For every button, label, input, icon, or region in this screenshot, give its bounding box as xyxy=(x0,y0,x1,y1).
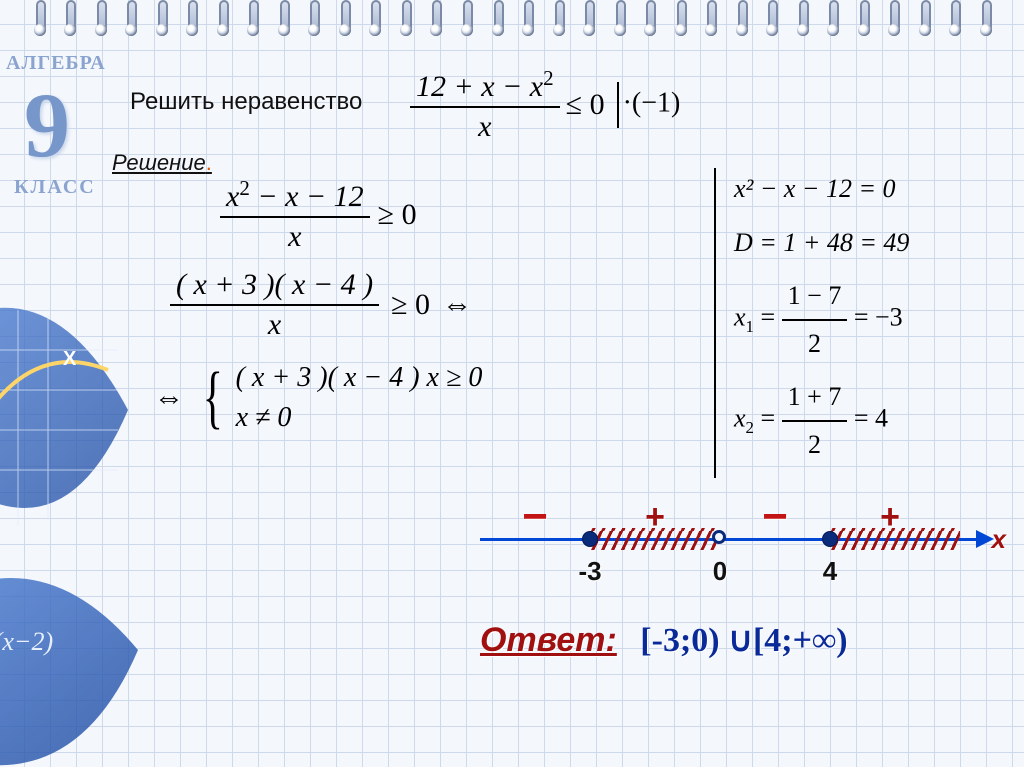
binding-ring xyxy=(491,0,503,38)
task-label: Решить неравенство xyxy=(130,88,362,116)
binding-ring xyxy=(63,0,75,38)
step1-denom: x xyxy=(220,216,370,254)
binding-ring xyxy=(155,0,167,38)
task-numer-sup: 2 xyxy=(543,66,554,90)
binding-ring xyxy=(948,0,960,38)
number-line-tick-label: -3 xyxy=(578,556,601,587)
binding-ring xyxy=(704,0,716,38)
iff-1: ⇔ xyxy=(442,288,472,322)
step1-rest: − x − 12 xyxy=(250,180,364,213)
page: АЛГЕБРА 9 КЛАСС X -2 2) −(x−2) −4x x² Ре… xyxy=(0,0,1024,767)
task-transform: ·(−1) xyxy=(617,82,681,128)
number-line-sign: + xyxy=(645,498,665,537)
task-numer: 12 + x − x xyxy=(416,70,543,103)
answer-label: Ответ: xyxy=(480,621,617,659)
binding-ring xyxy=(399,0,411,38)
solution-label-text: Решение xyxy=(112,150,206,175)
number-line-point xyxy=(582,531,598,547)
deriv-eq: x² − x − 12 = 0 xyxy=(734,168,964,210)
task-denom: x xyxy=(410,106,560,144)
number-line-sign: + xyxy=(880,498,900,537)
task-expression: 12 + x − x2 x ≤ 0 ·(−1) xyxy=(410,66,680,144)
answer: Ответ: [-3;0) ∪[4;+∞) xyxy=(480,620,848,660)
binding-ring xyxy=(582,0,594,38)
binding-ring xyxy=(613,0,625,38)
binding-ring xyxy=(765,0,777,38)
step1-x-sup: 2 xyxy=(239,176,250,200)
number-line-point xyxy=(822,531,838,547)
number-line: x -304−+−+ xyxy=(480,500,1000,590)
number-line-point xyxy=(712,530,726,544)
binding-ring xyxy=(674,0,686,38)
solution-step3: ⇔ { ( x + 3 )( x − 4 ) x ≥ 0 x ≠ 0 xyxy=(154,362,482,434)
binding-ring xyxy=(216,0,228,38)
sys-line1: ( x + 3 )( x − 4 ) x ≥ 0 xyxy=(236,362,483,394)
binding-ring xyxy=(185,0,197,38)
number-line-sign: − xyxy=(522,492,548,542)
task-relation: ≤ 0 xyxy=(566,88,605,122)
binding-ring xyxy=(94,0,106,38)
binding-ring xyxy=(643,0,655,38)
binding-ring xyxy=(246,0,258,38)
svg-text:X: X xyxy=(63,348,77,370)
derivation-block: x² − x − 12 = 0 D = 1 + 48 = 49 x1 = 1 −… xyxy=(714,168,964,478)
number-line-tick-label: 4 xyxy=(823,556,837,587)
sidebar-class-label: КЛАСС xyxy=(14,176,96,199)
binding-ring xyxy=(33,0,45,38)
step2-numer: ( x + 3 )( x − 4 ) xyxy=(170,268,379,304)
binding-ring xyxy=(887,0,899,38)
binding-ring xyxy=(857,0,869,38)
binding-ring xyxy=(277,0,289,38)
binding-ring xyxy=(918,0,930,38)
binding-ring xyxy=(826,0,838,38)
binding-ring xyxy=(368,0,380,38)
number-line-sign: − xyxy=(762,492,788,542)
sys-line2: x ≠ 0 xyxy=(236,402,483,434)
solution-step2: ( x + 3 )( x − 4 ) x ≥ 0 ⇔ xyxy=(170,268,472,342)
answer-value: [-3;0) ∪[4;+∞) xyxy=(640,622,847,659)
binding-ring xyxy=(796,0,808,38)
solution-label: Решение. xyxy=(112,150,212,176)
step2-rel: ≥ 0 xyxy=(391,288,430,322)
binding-ring xyxy=(307,0,319,38)
binding-ring xyxy=(338,0,350,38)
binding-ring xyxy=(460,0,472,38)
solution-step1: x2 − x − 12 x ≥ 0 xyxy=(220,176,417,254)
spiral-binding xyxy=(0,0,1024,42)
deriv-x2: x2 = 1 + 7 2 = 4 xyxy=(734,376,964,465)
sidebar-grade: 9 xyxy=(24,72,70,178)
binding-ring xyxy=(552,0,564,38)
binding-ring xyxy=(979,0,991,38)
content-area: Решить неравенство 12 + x − x2 x ≤ 0 ·(−… xyxy=(100,60,1004,757)
deriv-disc: D = 1 + 48 = 49 xyxy=(734,222,964,264)
number-line-tick-label: 0 xyxy=(713,556,727,587)
iff-2: ⇔ xyxy=(154,381,184,415)
binding-ring xyxy=(124,0,136,38)
number-line-x-label: x xyxy=(992,524,1006,555)
deriv-x1: x1 = 1 − 7 2 = −3 xyxy=(734,275,964,364)
step2-denom: x xyxy=(170,304,379,342)
binding-ring xyxy=(735,0,747,38)
step1-x: x xyxy=(226,180,239,213)
binding-ring xyxy=(521,0,533,38)
binding-ring xyxy=(429,0,441,38)
svg-text:2) −(x−2): 2) −(x−2) xyxy=(0,627,53,656)
step1-rel: ≥ 0 xyxy=(378,198,417,232)
